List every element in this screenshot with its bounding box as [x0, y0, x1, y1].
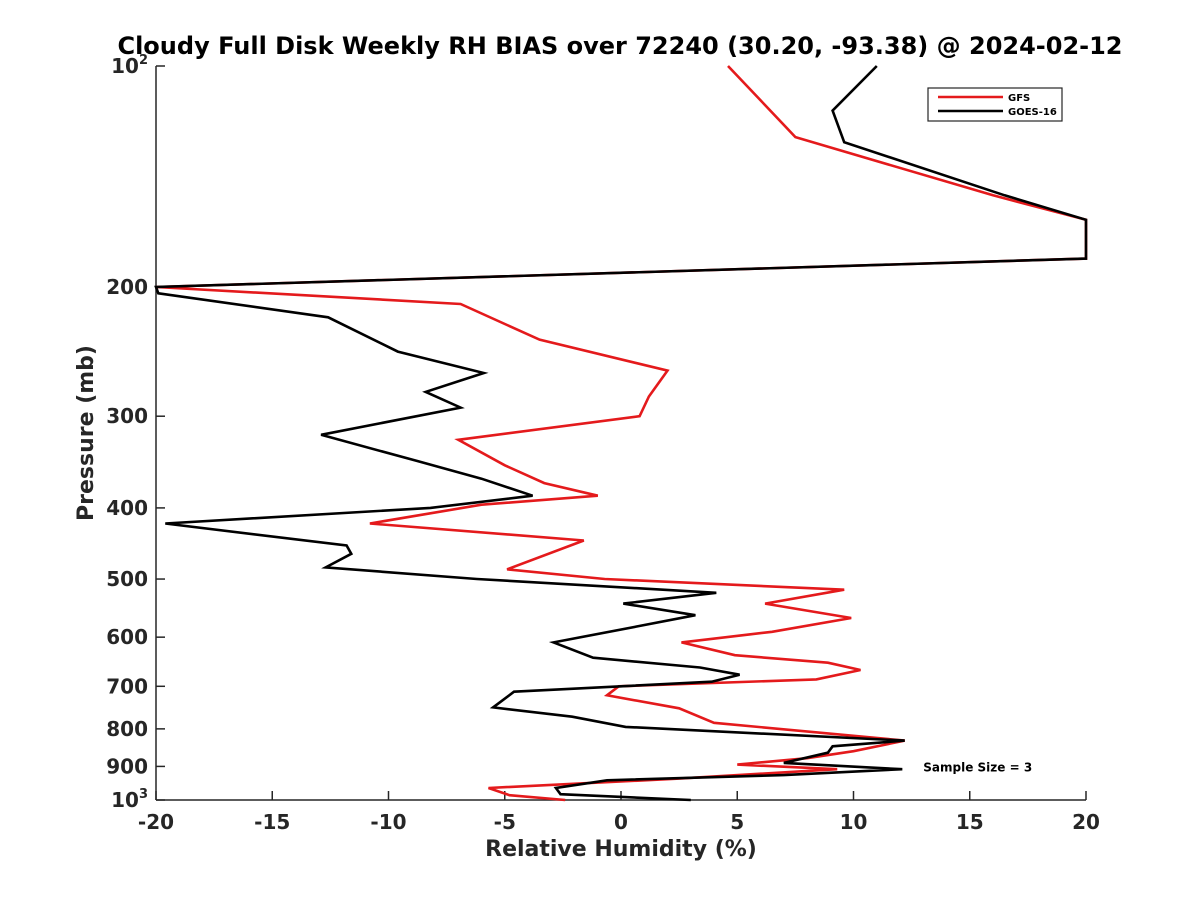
- legend-label: GFS: [1008, 93, 1030, 104]
- y-tick-label: 300: [106, 404, 148, 428]
- y-tick-label: 500: [106, 567, 148, 591]
- annotations: Sample Size = 3: [923, 760, 1032, 774]
- x-axis-ticks: -20 -15 -10 -5 0 5 10 15 20: [138, 791, 1100, 834]
- x-tick-label: -20: [138, 810, 174, 834]
- y-tick-label: 400: [106, 496, 148, 520]
- x-tick-label: -15: [254, 810, 290, 834]
- x-tick-label: 5: [730, 810, 744, 834]
- x-tick-label: -10: [370, 810, 406, 834]
- legend-label: GOES-16: [1008, 107, 1057, 118]
- series-line-goes-16: [154, 65, 1088, 802]
- y-tick-label: 700: [106, 674, 148, 698]
- chart-title: Cloudy Full Disk Weekly RH BIAS over 722…: [117, 32, 1122, 60]
- y-tick-label: 900: [106, 754, 148, 778]
- sample-size-annotation: Sample Size = 3: [923, 760, 1032, 774]
- x-axis-label: Relative Humidity (%): [485, 837, 757, 862]
- y-axis-ticks: 102 200 300 400 500 600 700 800 900 103: [106, 53, 165, 812]
- x-tick-label: 0: [614, 810, 628, 834]
- series-layer: [154, 65, 1088, 802]
- y-tick-label: 102: [111, 53, 148, 78]
- y-tick-label: 600: [106, 625, 148, 649]
- x-tick-label: 15: [956, 810, 984, 834]
- y-tick-label: 200: [106, 275, 148, 299]
- series-line-gfs: [155, 65, 1088, 802]
- x-tick-label: 20: [1072, 810, 1100, 834]
- y-tick-label: 103: [111, 787, 148, 812]
- y-tick-label: 800: [106, 717, 148, 741]
- y-axis-label: Pressure (mb): [74, 345, 99, 521]
- legend: GFS GOES-16: [927, 87, 1063, 122]
- x-tick-label: -5: [494, 810, 516, 834]
- x-tick-label: 10: [840, 810, 868, 834]
- legend-box: [927, 87, 1063, 122]
